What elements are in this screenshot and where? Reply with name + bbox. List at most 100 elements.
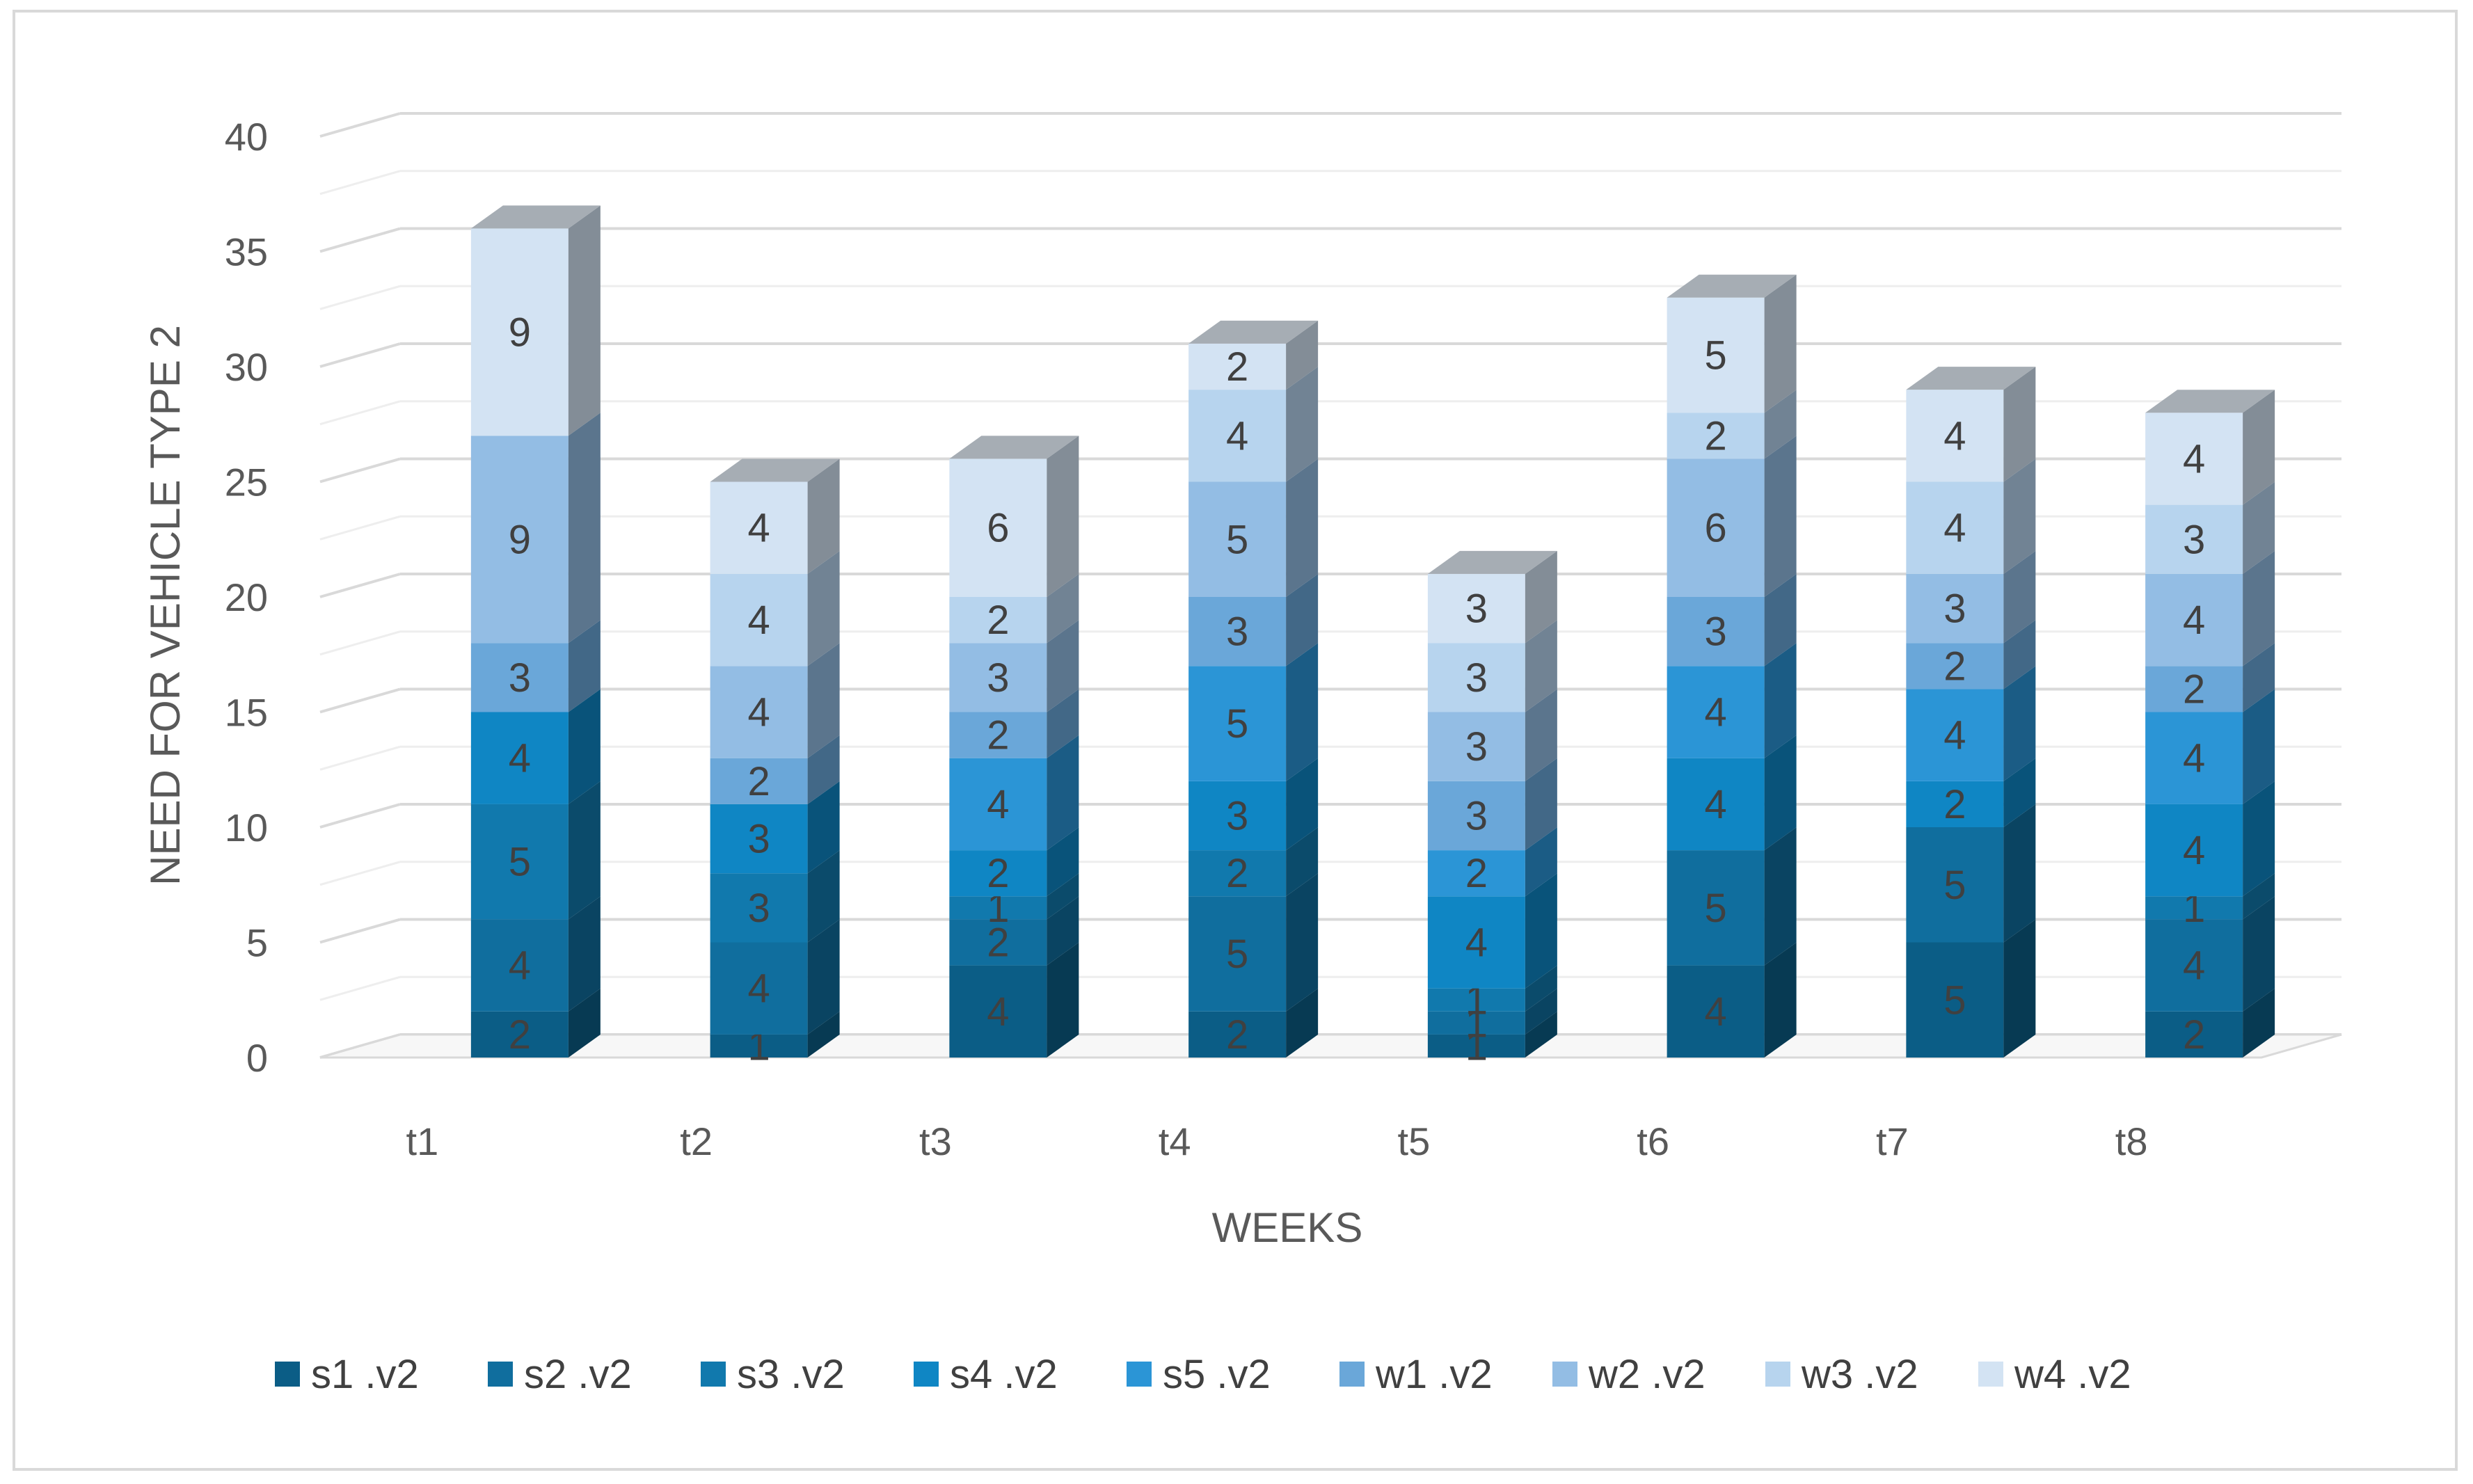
- y-tick-label: 15: [225, 691, 268, 735]
- y-axis-title: NEED FOR VEHICLE TYPE 2: [142, 325, 189, 886]
- bar-segment: [2145, 573, 2243, 667]
- x-tick-label: t3: [919, 1119, 952, 1163]
- data-label: 2: [1226, 851, 1248, 896]
- bar-segment: [1906, 827, 2004, 943]
- bar-segment-side: [2003, 666, 2036, 781]
- gridline-side: [319, 687, 401, 714]
- plot-floor: [319, 1033, 2342, 1059]
- legend-swatch: [1127, 1362, 1152, 1387]
- gridline-minor-side: [319, 515, 401, 541]
- bar-segment-side: [2003, 758, 2036, 827]
- bar-segment-side: [2003, 620, 2036, 689]
- gridline-side: [319, 803, 401, 829]
- bar-top: [1427, 550, 1557, 574]
- bar-segment-side: [807, 550, 840, 667]
- bar-segment-side: [1047, 689, 1079, 758]
- bar-segment-side: [1047, 735, 1079, 851]
- bar-segment: [949, 965, 1047, 1058]
- data-label: 3: [1465, 655, 1488, 701]
- bar-segment: [949, 850, 1047, 897]
- data-label: 4: [2183, 943, 2205, 989]
- data-label: 4: [2183, 598, 2205, 643]
- bar-segment: [1427, 712, 1525, 781]
- data-label: 5: [1704, 886, 1726, 931]
- x-tick-label: t2: [680, 1119, 713, 1163]
- bar-top: [2145, 390, 2275, 413]
- legend-label: s2 .v2: [524, 1352, 632, 1397]
- data-label: 4: [747, 598, 770, 643]
- data-label: 2: [987, 851, 1009, 896]
- legend-label: s3 .v2: [737, 1352, 845, 1397]
- data-label: 2: [987, 920, 1009, 966]
- y-tick-label: 20: [225, 575, 268, 619]
- bar-segment-side: [2243, 896, 2275, 1012]
- bar-segment: [2145, 666, 2243, 712]
- data-label: 4: [1943, 713, 1966, 758]
- bar-segment: [2145, 919, 2243, 1012]
- x-tick-label: t6: [1637, 1119, 1669, 1163]
- bar-segment-side: [568, 988, 601, 1058]
- data-label: 4: [1704, 989, 1726, 1035]
- legend: s1 .v2 s2 .v2 s3 .v2 s4 .v2 s5 .v2 w1 .v2 w2 .…: [275, 1352, 2131, 1397]
- bar-segment: [1667, 297, 1765, 413]
- bar-segment: [2145, 504, 2243, 574]
- bar-segment: [710, 1034, 808, 1058]
- bar-segment: [1667, 597, 1765, 667]
- legend-label: s1 .v2: [311, 1352, 419, 1397]
- data-label: 2: [2183, 1012, 2205, 1058]
- data-label: 4: [509, 736, 531, 781]
- gridline-side: [319, 227, 401, 253]
- legend-swatch: [914, 1362, 939, 1387]
- bar-segment: [710, 873, 808, 943]
- legend-label: s5 .v2: [1163, 1352, 1271, 1397]
- bar-segment: [949, 643, 1047, 712]
- bar-segment: [1667, 666, 1765, 758]
- data-label: 2: [987, 713, 1009, 758]
- bar-segment-side: [807, 781, 840, 874]
- bar-segment-side: [1525, 873, 1557, 989]
- bar-top: [949, 436, 1079, 459]
- bar-segment: [1427, 781, 1525, 851]
- data-label: 2: [1943, 782, 1966, 827]
- legend-label: w1 .v2: [1375, 1352, 1493, 1397]
- data-label: 4: [2183, 828, 2205, 873]
- data-label: 3: [747, 886, 770, 931]
- bar-segment: [1427, 643, 1525, 712]
- data-label: 2: [1704, 413, 1726, 458]
- bar-top: [1188, 320, 1319, 344]
- bar-segment: [470, 919, 568, 1012]
- bar-segment-side: [1764, 827, 1797, 966]
- bar-segment-side: [2243, 988, 2275, 1058]
- bar-segment: [1667, 458, 1765, 597]
- back-wall-gridlines: [319, 112, 2342, 1059]
- bar-segment-side: [1525, 988, 1557, 1035]
- bar-segment-side: [807, 735, 840, 804]
- bar-segment: [1906, 481, 2004, 574]
- bar-segment-side: [568, 896, 601, 1012]
- legend-label: w2 .v2: [1588, 1352, 1705, 1397]
- data-label: 3: [1465, 587, 1488, 632]
- y-tick-label: 5: [246, 921, 268, 965]
- data-label: 2: [1226, 344, 1248, 390]
- data-label: 5: [1943, 863, 1966, 908]
- data-label: 4: [1943, 506, 1966, 551]
- bar-segment: [1188, 896, 1287, 1012]
- bar-segment-side: [1047, 942, 1079, 1058]
- y-axis-ticks: 0 5 10 15 20 25 30 35 40: [225, 115, 268, 1080]
- gridline-side: [319, 573, 401, 598]
- gridline-side: [319, 112, 401, 138]
- bar-segment-side: [568, 781, 601, 920]
- bar-segment-side: [1286, 827, 1319, 897]
- data-label: 9: [509, 310, 531, 355]
- bar-segment-side: [807, 1011, 840, 1058]
- legend-swatch: [488, 1362, 513, 1387]
- bar-segment-side: [807, 850, 840, 943]
- bar-segment: [1667, 413, 1765, 459]
- bar-stack: 5 5 2 4 2 3 4 4: [1906, 367, 2036, 1058]
- legend-label: w3 .v2: [1801, 1352, 1918, 1397]
- bar-segment-side: [2003, 458, 2036, 574]
- data-label: 4: [987, 989, 1009, 1035]
- data-label: 3: [2183, 517, 2205, 562]
